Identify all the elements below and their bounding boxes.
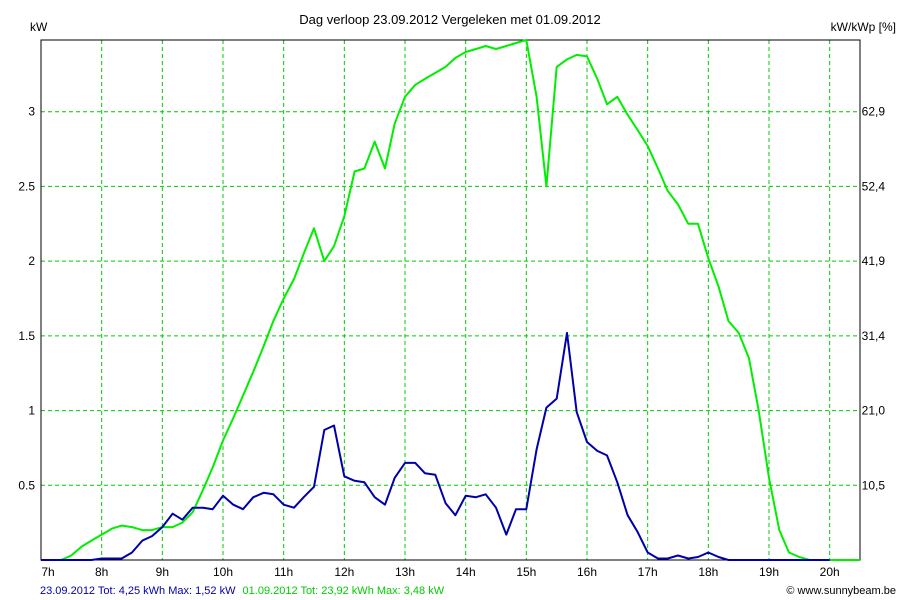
x-tick-label: 15h — [516, 565, 536, 579]
y-tick-left-label: 1 — [28, 404, 35, 418]
legend-footer: 23.09.2012 Tot: 4,25 kWh Max: 1,52 kW 01… — [40, 585, 445, 597]
y-tick-right-label: 10,5 — [862, 478, 886, 492]
x-tick-label: 13h — [395, 565, 415, 579]
x-tick-label: 16h — [577, 565, 597, 579]
x-tick-label: 10h — [213, 565, 233, 579]
y-tick-right-label: 31,4 — [862, 329, 886, 343]
chart-title: Dag verloop 23.09.2012 Vergeleken met 01… — [299, 12, 600, 27]
y-tick-left-label: 0.5 — [18, 478, 35, 492]
x-tick-label: 20h — [820, 565, 840, 579]
y-axis-right-label: kW/kWp [%] — [831, 20, 896, 34]
x-tick-label: 14h — [456, 565, 476, 579]
x-tick-label: 19h — [759, 565, 779, 579]
x-tick-label: 9h — [156, 565, 169, 579]
x-tick-label: 11h — [274, 565, 293, 579]
x-tick-label: 17h — [638, 565, 658, 579]
legend-entry-23-09: 23.09.2012 Tot: 4,25 kWh Max: 1,52 kW — [40, 585, 236, 597]
credit-text: © www.sunnybeam.be — [786, 585, 896, 597]
x-tick-label: 8h — [95, 565, 108, 579]
tick-labels: 7h 8h 9h 10h 11h 12h 13h 14h 15h 16h 17h 18h 19h 20h 0… — [18, 105, 885, 579]
plot-frame — [40, 39, 861, 561]
y-tick-right-label: 21,0 — [862, 404, 886, 418]
series-line-23-09 — [41, 331, 830, 561]
grid — [41, 40, 860, 560]
x-tick-label: 7h — [41, 565, 54, 579]
y-tick-left-label: 2 — [28, 254, 35, 268]
y-tick-left-label: 2.5 — [18, 179, 35, 193]
y-tick-left-label: 1.5 — [18, 329, 35, 343]
series-line-01-09 — [41, 39, 860, 561]
y-tick-right-label: 41,9 — [862, 254, 886, 268]
y-tick-left-label: 3 — [28, 105, 35, 119]
y-tick-right-label: 52,4 — [862, 179, 886, 193]
x-tick-label: 18h — [698, 565, 718, 579]
x-tick-label: 12h — [334, 565, 354, 579]
series-layer — [41, 39, 860, 561]
legend-entry-01-09: 01.09.2012 Tot: 23,92 kWh Max: 3,48 kW — [243, 585, 445, 597]
y-axis-left-label: kW — [30, 20, 48, 34]
y-tick-right-label: 62,9 — [862, 105, 886, 119]
